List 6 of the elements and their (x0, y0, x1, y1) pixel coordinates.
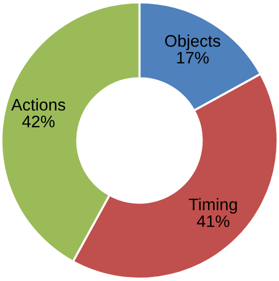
data-label: 41% (196, 215, 230, 228)
data-label: 17% (177, 52, 209, 64)
data-label: 42% (22, 116, 55, 128)
slice-label: Objects (165, 34, 220, 50)
slice-label: Actions (11, 98, 66, 111)
slice-label: Timing (188, 198, 237, 214)
